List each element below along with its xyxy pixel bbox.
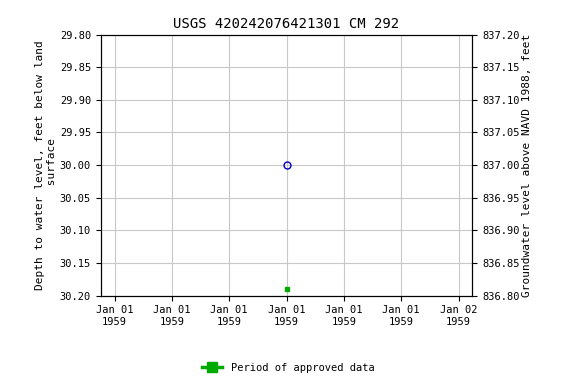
Legend: Period of approved data: Period of approved data	[198, 359, 378, 377]
Y-axis label: Groundwater level above NAVD 1988, feet: Groundwater level above NAVD 1988, feet	[522, 33, 532, 297]
Title: USGS 420242076421301 CM 292: USGS 420242076421301 CM 292	[173, 17, 400, 31]
Y-axis label: Depth to water level, feet below land
 surface: Depth to water level, feet below land su…	[36, 40, 57, 290]
